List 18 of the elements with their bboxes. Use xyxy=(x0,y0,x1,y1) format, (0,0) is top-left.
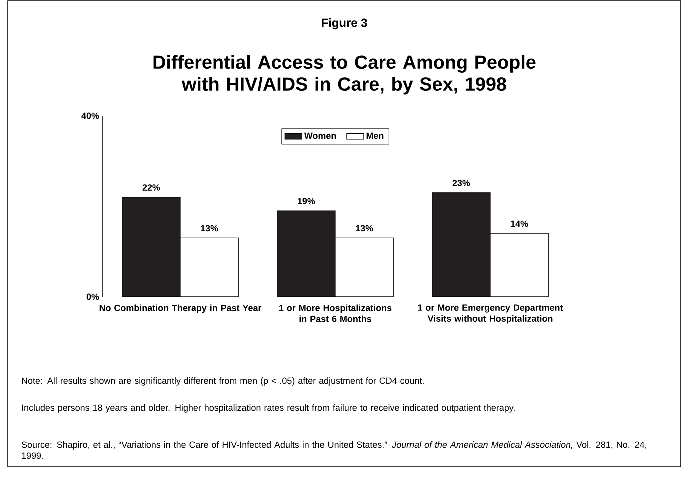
data-label: 13% xyxy=(201,225,218,232)
text: Source: Shapiro, et al., “Variations in the Care of HIV-Infected Adults in the United States.” Journal of the American Medical Association, Vol. 281, No. 24, 1999. xyxy=(22,442,646,460)
data-label: 14% xyxy=(511,220,528,228)
x-tick-label: No Combination Therapy in Past Year xyxy=(100,304,262,314)
chart-subtitle: Differential Access to Care Among People with HIV/AIDS in Care, by Sex, 1998 xyxy=(154,55,536,95)
chart-title: Figure 3 xyxy=(322,18,368,30)
data-label: 23% xyxy=(452,180,470,186)
data-label: 19% xyxy=(298,198,316,204)
legend-label: Men xyxy=(366,132,384,140)
y-tick-label: 40% xyxy=(82,112,100,120)
y-tick-label: 0% xyxy=(86,294,100,300)
x-tick-label: 1 or More Emergency Department Visits without Hospitalization xyxy=(418,304,564,324)
legend-label: Women xyxy=(304,132,336,140)
data-label: 22% xyxy=(142,184,160,191)
data-label: 13% xyxy=(356,225,374,232)
text: Note: All results shown are significantly different from men (p < .05) after adjustment for CD4 count. xyxy=(22,378,424,386)
text: Includes persons 18 years and older. Higher hospitalization rates result from failure to receive indicated outpatient therapy. xyxy=(22,404,515,413)
x-tick-label: 1 or More Hospitalizations in Past 6 Months xyxy=(280,304,392,322)
